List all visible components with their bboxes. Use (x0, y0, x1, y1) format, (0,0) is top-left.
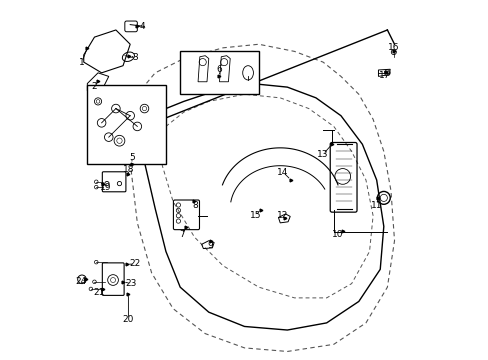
Text: 6: 6 (216, 66, 222, 75)
Text: 5: 5 (129, 153, 135, 162)
Text: 24: 24 (76, 277, 87, 286)
Text: 20: 20 (122, 315, 134, 324)
Text: 19: 19 (100, 183, 111, 192)
Text: 17: 17 (378, 71, 390, 80)
Text: 14: 14 (277, 168, 288, 177)
Text: 8: 8 (192, 201, 198, 210)
Text: 13: 13 (317, 150, 328, 159)
Text: 18: 18 (122, 165, 134, 174)
Text: 11: 11 (370, 201, 382, 210)
Text: 22: 22 (129, 260, 140, 269)
Text: 10: 10 (331, 230, 343, 239)
FancyBboxPatch shape (180, 51, 258, 94)
Text: 21: 21 (93, 288, 104, 297)
Text: 16: 16 (387, 43, 399, 52)
Text: 4: 4 (140, 22, 145, 31)
Text: 9: 9 (207, 240, 213, 249)
Text: 3: 3 (132, 53, 138, 62)
Text: 12: 12 (277, 211, 288, 220)
Text: 1: 1 (79, 58, 84, 67)
Text: 2: 2 (91, 82, 97, 91)
Text: 7: 7 (179, 230, 184, 239)
Text: 23: 23 (125, 279, 137, 288)
FancyBboxPatch shape (87, 85, 165, 164)
Text: 15: 15 (249, 211, 261, 220)
